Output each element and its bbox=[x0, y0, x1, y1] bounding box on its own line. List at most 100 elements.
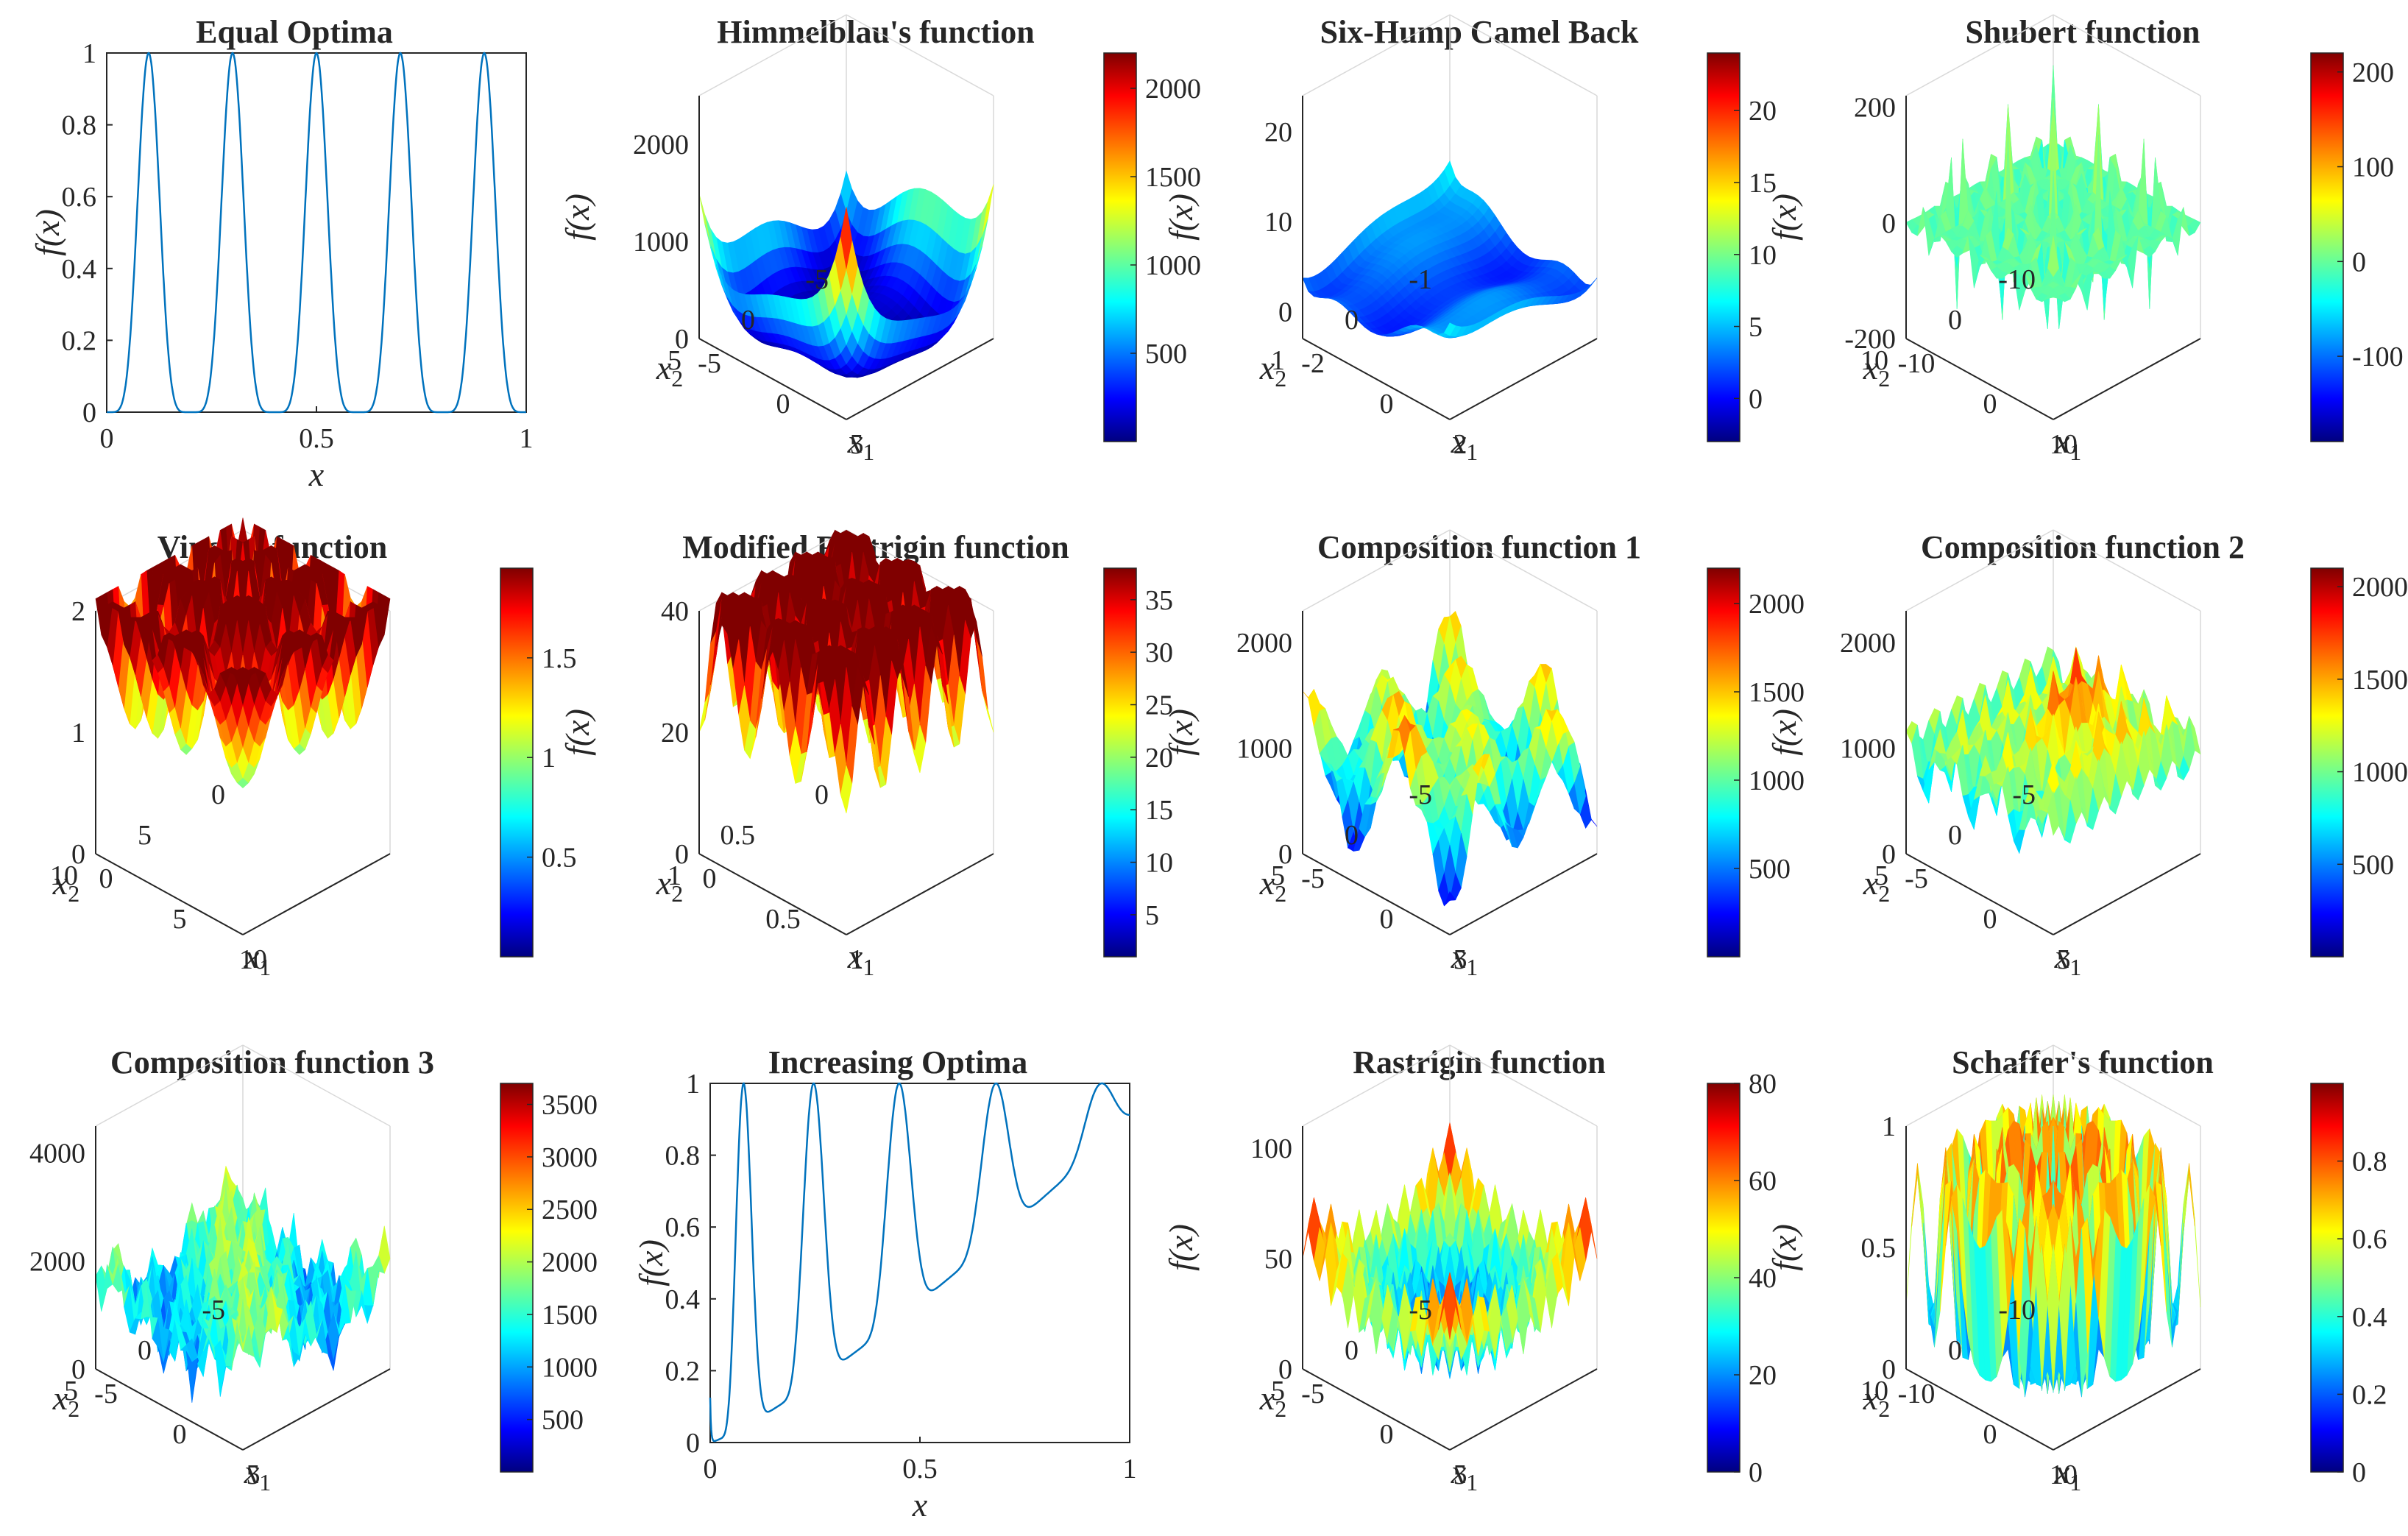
colorbar-tick-label: 15 bbox=[1145, 795, 1173, 826]
panel-six-hump: Six-Hump Camel Back01020-202-101x1x2f(x)… bbox=[1162, 14, 1777, 465]
y-tick-label: -5 bbox=[2012, 779, 2036, 810]
surface-patch bbox=[976, 637, 988, 709]
series-line-equal-optima bbox=[107, 52, 526, 414]
x-axis-label: x1 bbox=[847, 938, 874, 980]
x-tick-label: -2 bbox=[1301, 348, 1325, 379]
colorbar-tick-label: 30 bbox=[1145, 637, 1173, 668]
panel-composition-1: Composition function 1010002000-505-505x… bbox=[1162, 529, 1805, 980]
x-axis-line bbox=[1449, 853, 1598, 935]
x-tick-label: 0 bbox=[1983, 904, 1997, 935]
x-axis-line bbox=[846, 853, 994, 935]
panel-title-composition-1: Composition function 1 bbox=[1317, 529, 1641, 565]
panel-title-composition-2: Composition function 2 bbox=[1921, 529, 2245, 565]
panel-title-composition-3: Composition function 3 bbox=[110, 1044, 434, 1080]
y-tick-label: 1 bbox=[1271, 345, 1285, 376]
colorbar-tick-label: 1 bbox=[542, 743, 556, 774]
y-axis-label: x2 bbox=[1259, 349, 1286, 392]
y-tick-label: 0 bbox=[815, 779, 829, 810]
panel-composition-3: Composition function 3020004000-505-505x… bbox=[29, 1044, 598, 1496]
surface-patch bbox=[698, 194, 711, 245]
colorbar-tick-label: 15 bbox=[1749, 168, 1777, 199]
panel-composition-2: Composition function 2010002000-505-505x… bbox=[1766, 529, 2408, 980]
y-tick-label: 0 bbox=[1345, 820, 1359, 851]
z-tick-label: 2000 bbox=[1840, 628, 1896, 659]
z-tick-label: 2 bbox=[71, 596, 85, 627]
x-tick-label: 0.5 bbox=[765, 904, 801, 935]
x-tick-label: 0 bbox=[99, 863, 113, 894]
x-axis-label: x1 bbox=[1451, 422, 1478, 465]
x-tick-label: -5 bbox=[698, 348, 721, 379]
colorbar-tick-label: 2000 bbox=[1145, 74, 1201, 105]
z-tick-label: 20 bbox=[1264, 117, 1292, 148]
y-tick-label: -10 bbox=[1998, 264, 2036, 295]
surface-composition-3 bbox=[95, 1166, 391, 1403]
y-tick-label: 0 bbox=[1948, 305, 1962, 336]
y-tick-label: 0.8 bbox=[62, 110, 97, 141]
surface-himmelblau bbox=[698, 170, 994, 378]
panel-title-equal-optima: Equal Optima bbox=[196, 14, 393, 50]
y-tick-label: 0 bbox=[82, 397, 96, 428]
colorbar-composition-2 bbox=[2310, 567, 2344, 958]
z-tick-label: 1000 bbox=[633, 227, 689, 258]
y-axis-line bbox=[1302, 338, 1451, 420]
z-tick-label: 40 bbox=[661, 596, 689, 627]
x-axis-line bbox=[1449, 338, 1598, 420]
surface-six-hump bbox=[1302, 160, 1598, 339]
x-axis-label: x1 bbox=[2054, 938, 2081, 980]
y-tick-label: 0.2 bbox=[62, 325, 97, 356]
z-axis-label: f(x) bbox=[1162, 194, 1200, 241]
x-axis-line bbox=[846, 338, 994, 420]
colorbar-tick-label: 500 bbox=[1749, 854, 1791, 885]
panel-vincent: Vincent function01205100510x1x2f(x)0.511… bbox=[50, 517, 577, 980]
colorbar-tick-label: 1000 bbox=[1749, 765, 1805, 796]
z-tick-label: 1000 bbox=[1236, 734, 1292, 765]
box-gridline bbox=[698, 14, 847, 96]
y-tick-label: 0 bbox=[1345, 305, 1359, 336]
colorbar-tick-label: 0 bbox=[2352, 247, 2366, 277]
x-tick-label: -5 bbox=[1301, 863, 1325, 894]
colorbar-tick-label: 1000 bbox=[1145, 250, 1201, 281]
y-tick-label: 0.4 bbox=[62, 254, 97, 285]
panel-title-himmelblau: Himmelblau's function bbox=[717, 14, 1035, 50]
panel-title-shubert: Shubert function bbox=[1965, 14, 2200, 50]
z-tick-label: 200 bbox=[1854, 93, 1896, 124]
colorbar-tick-label: 2000 bbox=[2352, 572, 2408, 603]
y-tick-label: -5 bbox=[805, 264, 829, 295]
colorbar-tick-label: 0 bbox=[1749, 383, 1763, 414]
x-tick-label: -5 bbox=[1905, 863, 1928, 894]
panel-title-six-hump: Six-Hump Camel Back bbox=[1320, 14, 1639, 50]
box-gridline bbox=[1449, 14, 1598, 96]
z-axis-label: f(x) bbox=[1766, 194, 1803, 241]
x-tick-label: 0 bbox=[776, 389, 790, 420]
x-tick-label: 1 bbox=[520, 423, 534, 454]
x-tick-label: 0 bbox=[1983, 389, 1997, 420]
x-tick-label: 2 bbox=[1453, 429, 1467, 460]
z-tick-label: 20 bbox=[661, 718, 689, 748]
colorbar-tick-label: 200 bbox=[2352, 57, 2394, 88]
colorbar-tick-label: 1500 bbox=[1145, 162, 1201, 193]
y-tick-label: 5 bbox=[667, 345, 681, 376]
colorbar-tick-label: -100 bbox=[2352, 341, 2404, 372]
box-gridline bbox=[2053, 14, 2201, 96]
x-tick-label: 0.5 bbox=[299, 423, 334, 454]
surface-patch bbox=[840, 207, 853, 269]
colorbar-tick-label: 500 bbox=[1145, 339, 1187, 369]
colorbar-himmelblau bbox=[1103, 52, 1137, 442]
surface-shubert bbox=[1905, 65, 2201, 329]
panel-shubert: Shubert function-2000200-10010-10010x1x2… bbox=[1766, 14, 2404, 465]
box-gridline bbox=[1302, 14, 1451, 96]
y-tick-label: 5 bbox=[138, 820, 152, 851]
colorbar-tick-label: 20 bbox=[1749, 96, 1777, 127]
surface-modified-rastrigin bbox=[698, 529, 994, 814]
colorbar-modified-rastrigin bbox=[1103, 567, 1137, 958]
colorbar-vincent bbox=[500, 567, 534, 958]
y-tick-label: 0 bbox=[211, 779, 225, 810]
surface-composition-1 bbox=[1302, 611, 1598, 907]
colorbar-tick-label: 100 bbox=[2352, 152, 2394, 183]
z-tick-label: 1 bbox=[71, 718, 85, 748]
colorbar-tick-label: 1000 bbox=[2352, 757, 2408, 788]
y-tick-label: 0 bbox=[741, 305, 755, 336]
y-tick-label: 0.5 bbox=[720, 820, 756, 851]
